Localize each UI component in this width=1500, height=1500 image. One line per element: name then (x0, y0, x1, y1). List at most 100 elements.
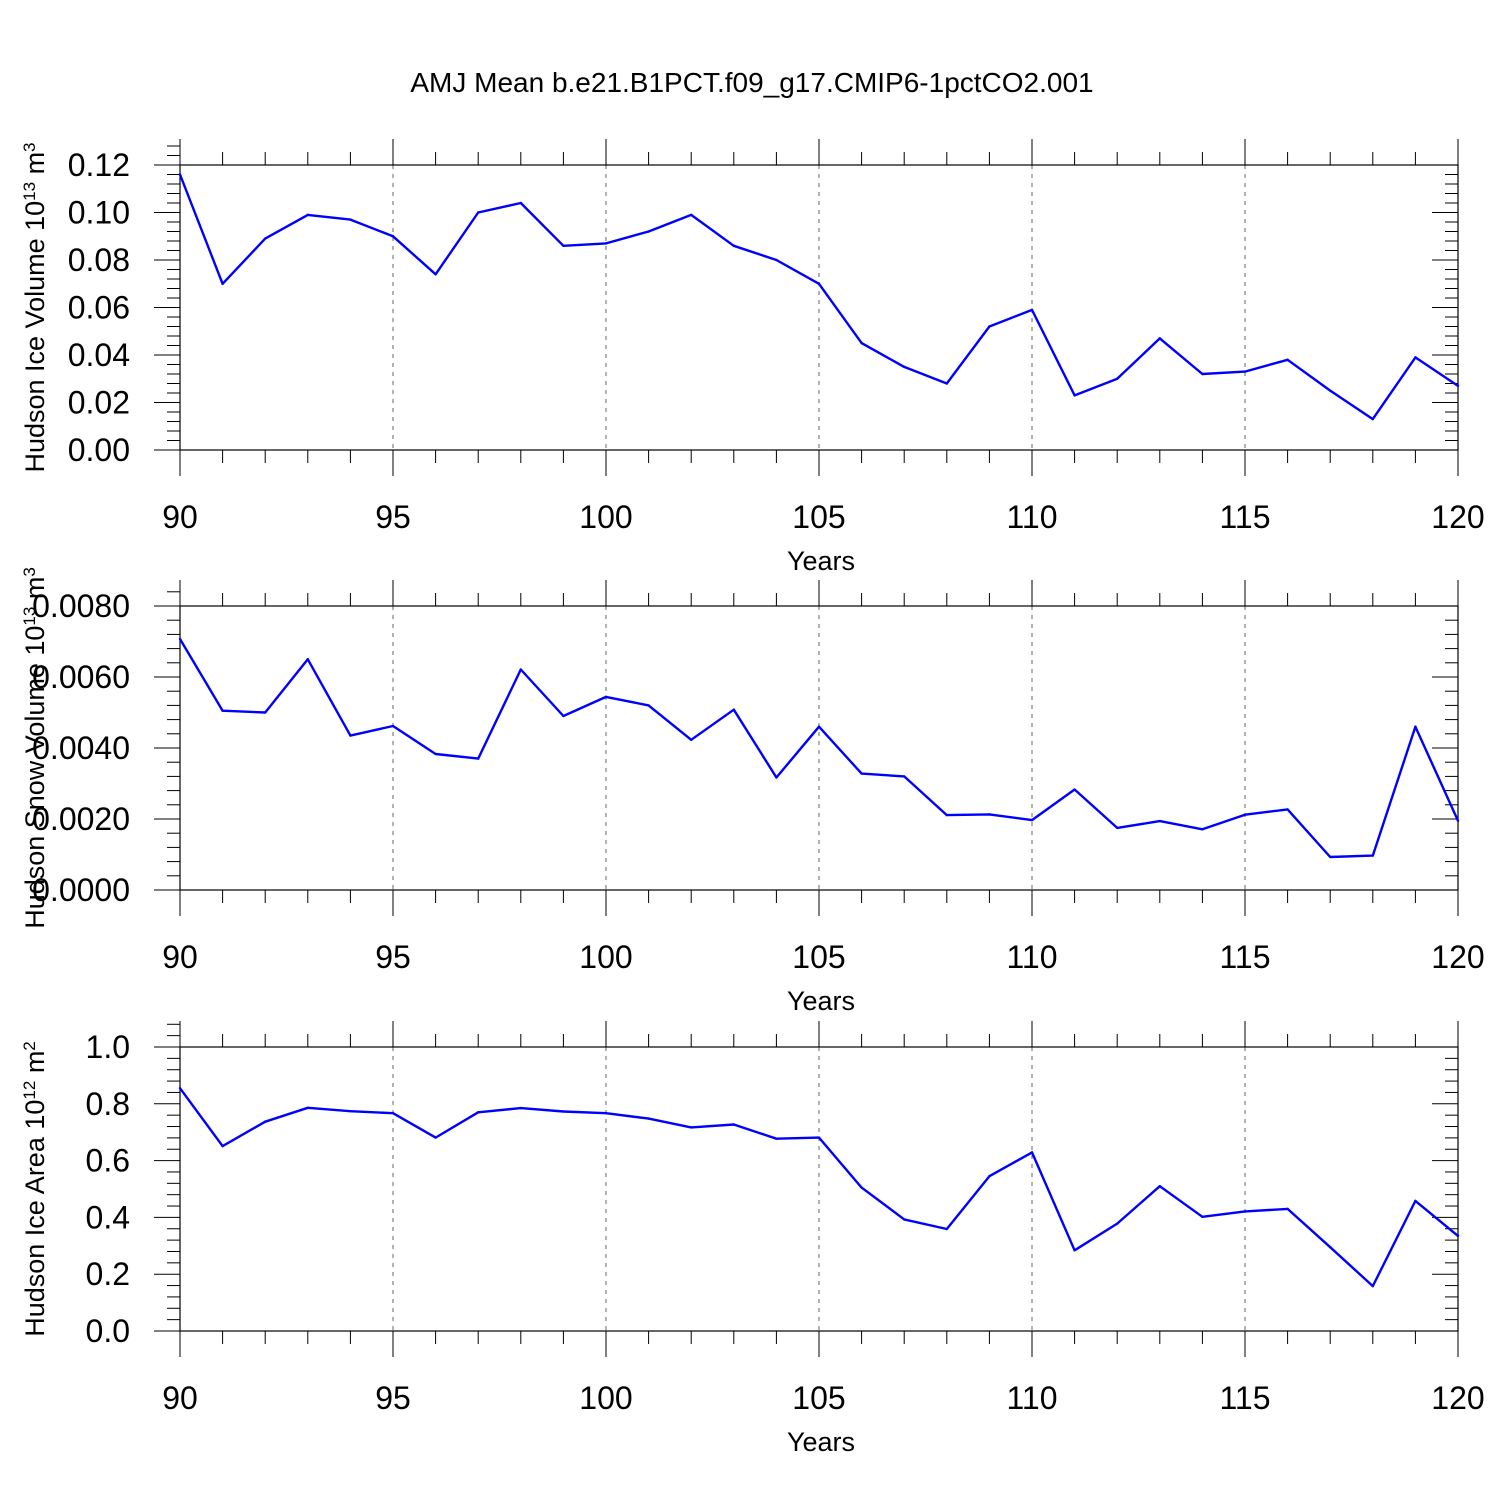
data-point (1371, 854, 1375, 857)
x-tick-label: 90 (162, 499, 198, 535)
x-tick-label: 105 (792, 1380, 845, 1416)
x-tick-label: 90 (162, 939, 198, 975)
data-point (1243, 1210, 1247, 1213)
y-axis-label: Hudson Ice Area 1012 m2 (20, 1041, 51, 1337)
y-tick-label: 0.0080 (32, 588, 130, 624)
data-point (988, 325, 991, 328)
data-point (221, 282, 224, 285)
data-point (775, 258, 778, 262)
data-point (519, 668, 522, 671)
y-tick-label: 0.08 (68, 242, 130, 278)
data-point (306, 213, 309, 217)
data-point (988, 1175, 991, 1178)
data-point (817, 282, 821, 285)
y-tick-label: 0.06 (68, 290, 130, 326)
data-point (519, 201, 522, 205)
y-tick-label: 0.00 (68, 432, 130, 468)
y-tick-label: 0.0040 (32, 730, 130, 766)
data-point (221, 1144, 224, 1148)
x-tick-label: 90 (162, 1380, 198, 1416)
data-point (1414, 725, 1417, 728)
plot-frame (179, 164, 1459, 451)
x-axis-label: Years (787, 546, 855, 576)
y-tick-label: 0.12 (68, 147, 130, 183)
data-point (562, 1110, 565, 1113)
x-tick-label: 95 (375, 499, 411, 535)
data-point (434, 273, 437, 276)
data-point (391, 1111, 395, 1115)
x-tick-label: 100 (579, 939, 632, 975)
data-point (1158, 819, 1162, 823)
data-point (1456, 819, 1460, 822)
y-tick-label: 1.0 (86, 1029, 130, 1065)
y-tick-label: 0.0060 (32, 659, 130, 695)
y-axis-label: Hudson Ice Volume 1013 m3 (20, 142, 51, 472)
data-point (1456, 384, 1460, 388)
data-point (562, 244, 565, 247)
data-point (1286, 808, 1289, 811)
data-point (690, 738, 693, 742)
data-point (732, 1123, 735, 1126)
data-point (1073, 394, 1076, 397)
y-tick-label: 0.0000 (32, 872, 130, 908)
data-point (1286, 358, 1289, 361)
data-point (903, 1218, 906, 1221)
y-tick-label: 0.6 (86, 1143, 130, 1179)
x-tick-label: 105 (792, 939, 845, 975)
y-tick-label: 0.2 (86, 1256, 130, 1292)
y-tick-label: 0.0 (86, 1313, 130, 1349)
x-tick-label: 110 (1006, 939, 1057, 975)
data-point (178, 173, 182, 176)
data-point (1329, 855, 1332, 859)
data-point (945, 1227, 948, 1231)
data-point (690, 1126, 693, 1129)
data-point (1030, 308, 1034, 312)
data-point (817, 725, 821, 728)
x-tick-label: 105 (792, 499, 845, 535)
data-point (391, 724, 395, 728)
data-point (1116, 826, 1119, 830)
data-point (519, 1106, 522, 1110)
panel-3: 0.0 0.2 0.4 0.6 0.8 1.0 90 95 100 105 110 115 120 Yea… (20, 1021, 1485, 1457)
data-point (860, 1186, 863, 1189)
data-point (221, 709, 224, 712)
data-point (1329, 1246, 1332, 1249)
data-point (1243, 813, 1247, 816)
figure-title: AMJ Mean b.e21.B1PCT.f09_g17.CMIP6-1pctC… (410, 67, 1093, 98)
data-point (1371, 417, 1375, 421)
panel-1: 0.00 0.02 0.04 0.06 0.08 0.10 0.12 90 95 100 105 11… (20, 139, 1485, 576)
x-tick-label: 115 (1219, 1380, 1270, 1416)
data-point (647, 704, 650, 707)
x-axis-label: Years (787, 986, 855, 1016)
data-point (477, 757, 480, 760)
x-tick-label: 95 (375, 939, 411, 975)
data-point (903, 775, 906, 778)
data-point (1286, 1207, 1289, 1211)
data-point (264, 237, 267, 240)
data-point (903, 365, 906, 369)
x-tick-label: 120 (1431, 1380, 1484, 1416)
data-point (349, 218, 352, 221)
data-point (775, 776, 778, 779)
y-tick-label: 0.04 (68, 337, 130, 373)
data-point (1116, 377, 1119, 380)
data-point (732, 708, 735, 711)
x-axis-label: Years (787, 1427, 855, 1457)
x-tick-label: 100 (579, 499, 632, 535)
plot-frame (179, 1046, 1459, 1332)
x-tick-label: 100 (579, 1380, 632, 1416)
data-point (306, 1106, 309, 1109)
data-point (264, 711, 267, 714)
data-point (1030, 818, 1034, 822)
data-point (604, 695, 608, 699)
x-tick-label: 120 (1431, 499, 1484, 535)
panel-2: 0.0000 0.0020 0.0040 0.0060 0.0080 90 95 100 105… (20, 567, 1485, 1016)
data-point (988, 813, 991, 816)
data-point (1158, 1184, 1162, 1188)
y-tick-label: 0.8 (86, 1086, 130, 1122)
data-point (1243, 370, 1247, 373)
data-point (1201, 372, 1204, 376)
data-point (1158, 337, 1162, 340)
data-point (1073, 788, 1076, 791)
